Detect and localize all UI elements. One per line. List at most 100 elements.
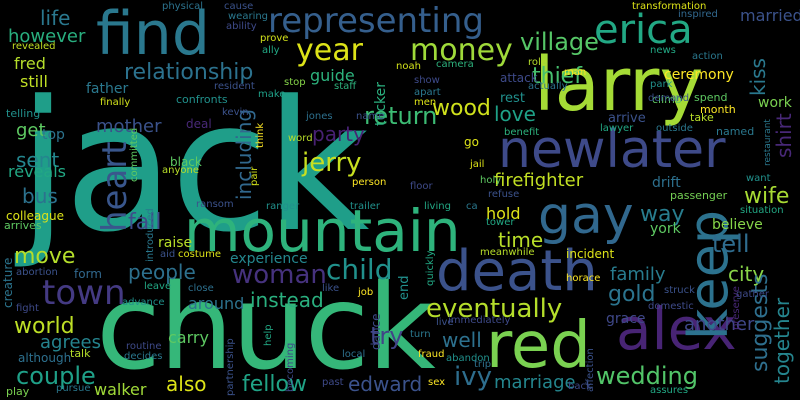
word-rest: rest — [500, 91, 525, 106]
word-around: around — [188, 294, 245, 313]
word-news: news — [650, 45, 676, 56]
word-chuck: chuck — [96, 258, 436, 396]
word-quickly: quickly — [425, 250, 436, 286]
word-try: try — [370, 322, 404, 350]
word-time: time — [498, 228, 544, 252]
word-colleague: colleague — [6, 209, 64, 223]
word-sent: sent — [16, 148, 60, 172]
word-firefighter: firefighter — [494, 170, 584, 191]
word-pursue: pursue — [56, 383, 91, 394]
word-domestic: domestic — [648, 301, 694, 312]
word-refuse: refuse — [488, 189, 520, 200]
word-staff: staff — [334, 81, 357, 92]
word-family: family — [610, 264, 666, 285]
word-people: people — [128, 260, 196, 284]
word-arrives: arrives — [4, 219, 42, 232]
word-revealed: revealed — [12, 41, 56, 52]
word-routine: routine — [126, 341, 162, 352]
word-marriage: marriage — [494, 372, 576, 393]
word-larry: larry — [534, 42, 704, 128]
word-death: death — [436, 239, 598, 304]
word-york: york — [650, 221, 681, 237]
word-like: like — [322, 283, 340, 294]
word-ally: ally — [262, 45, 280, 56]
word-walker: walker — [94, 380, 147, 399]
word-becoming: becoming — [285, 342, 296, 392]
word-man: man — [564, 67, 587, 78]
word-transformation: transformation — [632, 1, 707, 12]
word-inspired: inspired — [678, 9, 718, 20]
word-city: city — [728, 262, 765, 286]
word-tell: tell — [712, 230, 750, 258]
word-abandon: abandon — [446, 353, 490, 364]
word-assures: assures — [650, 385, 689, 396]
word-return: return — [364, 102, 438, 130]
word-life: life — [40, 6, 71, 30]
word-holy: holy — [480, 175, 502, 186]
word-resident: resident — [214, 81, 255, 92]
word-ability: ability — [226, 21, 257, 32]
word-although: although — [18, 351, 72, 365]
word-heart: heart — [95, 141, 135, 232]
word-married: married — [740, 6, 800, 25]
word-thief: thief — [532, 64, 582, 89]
word-carry: carry — [168, 328, 209, 347]
word-instead: instead — [250, 288, 324, 312]
word-park: park — [650, 79, 673, 90]
word-want: want — [746, 173, 771, 184]
word-prove: prove — [260, 33, 289, 44]
word-shirt: shirt — [772, 113, 796, 158]
word-take: take — [690, 111, 714, 124]
word-well: well — [442, 328, 482, 352]
word-agrees: agrees — [40, 332, 101, 353]
word-outside: outside — [656, 123, 693, 134]
word-committed: committed — [129, 127, 140, 182]
word-decides: decides — [124, 351, 163, 362]
word-advance: advance — [122, 297, 165, 308]
word-world: world — [14, 314, 75, 339]
word-live: live — [436, 317, 454, 328]
word-person: person — [352, 177, 387, 188]
word-trip: trip — [474, 359, 492, 370]
word-child: child — [326, 253, 393, 286]
word-sex: sex — [428, 377, 446, 388]
word-affection: affection — [585, 348, 596, 392]
word-newlater: newlater — [498, 120, 726, 180]
word-fight: fight — [16, 303, 39, 314]
word-spend: spend — [694, 91, 728, 104]
word-talk: talk — [70, 347, 91, 360]
word-woman: woman — [232, 260, 327, 290]
word-money: money — [410, 33, 513, 68]
word-work: work — [758, 95, 792, 111]
word-dance: dance — [369, 313, 383, 350]
word-telling: telling — [6, 107, 41, 120]
word-black: black — [170, 155, 202, 169]
word-struck: struck — [664, 285, 695, 296]
word-however: however — [8, 26, 86, 47]
word-wood: wood — [432, 96, 491, 121]
word-find: find — [96, 0, 210, 69]
word-ransom: ransom — [196, 199, 234, 210]
word-mother: mother — [96, 116, 162, 137]
word-edward: edward — [348, 372, 423, 396]
word-fred: fred — [14, 54, 46, 73]
word-trailer: trailer — [350, 201, 380, 212]
word-end: end — [397, 275, 412, 301]
word-get: get — [16, 120, 46, 141]
word-play: play — [6, 385, 30, 398]
word-raise: raise — [158, 235, 193, 251]
word-pair: pair — [249, 166, 260, 186]
word-role: role — [528, 57, 547, 68]
word-tower: tower — [486, 217, 515, 228]
word-camera: camera — [436, 59, 474, 70]
word-gold: gold — [608, 282, 656, 307]
word-past: past — [322, 377, 344, 388]
word-costume: costume — [178, 249, 221, 260]
word-erica: erica — [594, 7, 693, 53]
word-jail: jail — [470, 159, 485, 170]
word-another: another — [684, 314, 755, 335]
word-fraud: fraud — [418, 349, 445, 360]
word-representing: representing — [268, 1, 484, 41]
word-lawyer: lawyer — [600, 123, 634, 134]
word-jones: jones — [306, 111, 333, 122]
